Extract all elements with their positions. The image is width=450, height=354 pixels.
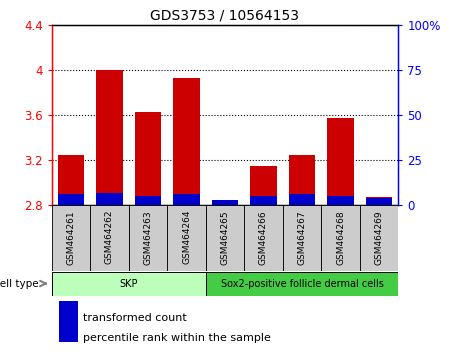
Text: percentile rank within the sample: percentile rank within the sample <box>83 333 271 343</box>
Bar <box>244 205 283 271</box>
Bar <box>365 198 392 205</box>
Bar <box>250 166 277 205</box>
Text: SKP: SKP <box>120 279 138 289</box>
Text: GSM464267: GSM464267 <box>297 210 306 264</box>
Text: GSM464264: GSM464264 <box>182 210 191 264</box>
Bar <box>288 155 315 205</box>
Bar <box>58 300 78 342</box>
Bar <box>52 205 90 271</box>
Bar <box>288 194 315 205</box>
Bar <box>360 205 398 271</box>
Bar <box>206 272 398 296</box>
Bar <box>321 205 360 271</box>
Bar <box>52 272 206 296</box>
Bar <box>212 202 239 205</box>
Text: GSM464266: GSM464266 <box>259 210 268 264</box>
Bar <box>250 196 277 205</box>
Bar <box>129 205 167 271</box>
Text: GSM464263: GSM464263 <box>144 210 153 264</box>
Bar <box>58 280 78 322</box>
Bar <box>173 194 200 205</box>
Bar <box>283 205 321 271</box>
Bar <box>206 205 244 271</box>
Bar <box>212 200 239 205</box>
Bar <box>135 112 162 205</box>
Bar <box>96 193 123 205</box>
Bar <box>90 205 129 271</box>
Text: GSM464261: GSM464261 <box>67 210 76 264</box>
Title: GDS3753 / 10564153: GDS3753 / 10564153 <box>150 8 300 22</box>
Text: GSM464269: GSM464269 <box>374 210 383 264</box>
Bar <box>365 198 392 205</box>
Text: GSM464265: GSM464265 <box>220 210 230 264</box>
Text: Sox2-positive follicle dermal cells: Sox2-positive follicle dermal cells <box>220 279 383 289</box>
Text: GSM464268: GSM464268 <box>336 210 345 264</box>
Bar <box>327 196 354 205</box>
Text: transformed count: transformed count <box>83 313 187 323</box>
Bar <box>96 70 123 205</box>
Bar <box>167 205 206 271</box>
Bar <box>58 194 85 205</box>
Bar <box>58 155 85 205</box>
Text: cell type: cell type <box>0 279 39 289</box>
Text: GSM464262: GSM464262 <box>105 210 114 264</box>
Bar <box>135 196 162 205</box>
Bar <box>327 119 354 205</box>
Bar <box>173 78 200 205</box>
